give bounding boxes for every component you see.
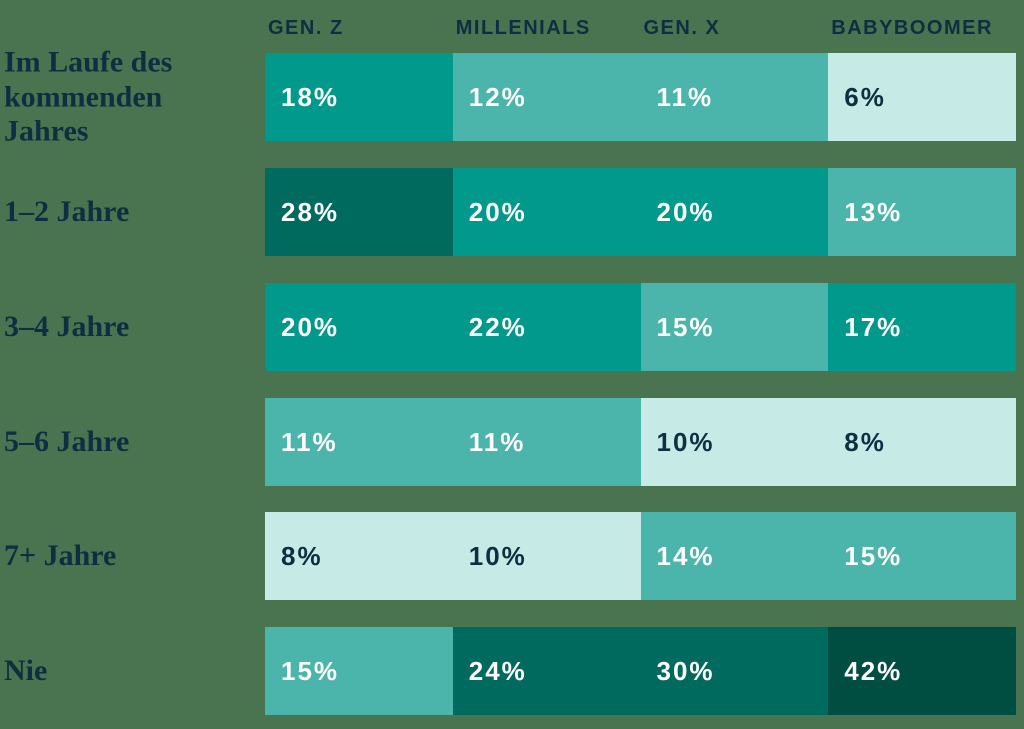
bar-segment: 18% — [265, 53, 453, 141]
bar-segment: 28% — [265, 168, 453, 256]
bar: 11% 11% 10% 8% — [265, 398, 1016, 486]
row-label: Nie — [4, 653, 48, 687]
segment-value: 15% — [844, 540, 903, 571]
column-header-babyboomer: BABYBOOMER — [831, 17, 993, 39]
bar-segment: 11% — [452, 398, 641, 486]
bar-segment: 15% — [640, 283, 829, 371]
column-header-millenials: MILLENIALS — [455, 17, 591, 39]
bar-segment: 24% — [452, 627, 641, 715]
row-label: 3–4 Jahre — [4, 309, 130, 343]
bar: 15% 24% 30% 42% — [265, 627, 1016, 715]
bar-segment: 20% — [452, 168, 641, 256]
segment-value: 8% — [281, 540, 323, 571]
bar-segment: 12% — [452, 53, 641, 141]
segment-value: 12% — [468, 81, 527, 112]
segment-value: 30% — [656, 655, 715, 686]
segment-value: 13% — [844, 196, 903, 227]
segment-value: 22% — [468, 311, 527, 342]
bar-segment: 20% — [265, 283, 453, 371]
segment-value: 18% — [281, 81, 340, 112]
bar-segment: 15% — [828, 512, 1016, 600]
chart-row: 5–6 Jahre 11% 11% 10% 8% — [0, 398, 1024, 486]
bar: 28% 20% 20% 13% — [265, 168, 1016, 256]
segment-value: 6% — [844, 81, 886, 112]
row-label: 5–6 Jahre — [4, 424, 130, 458]
segment-value: 10% — [656, 426, 715, 457]
column-header-gen-z: GEN. Z — [268, 17, 344, 39]
bar-segment: 11% — [265, 398, 453, 486]
segment-value: 42% — [844, 655, 903, 686]
chart-row: Nie 15% 24% 30% 42% — [0, 627, 1024, 715]
bar-segment: 10% — [452, 512, 641, 600]
row-label: 1–2 Jahre — [4, 194, 130, 228]
row-label: Im Laufe des kommenden Jahres — [4, 45, 173, 148]
bar-segment: 6% — [828, 53, 1016, 141]
segment-value: 24% — [468, 655, 527, 686]
column-header-gen-x: GEN. X — [643, 17, 721, 39]
segment-value: 20% — [281, 311, 340, 342]
bar-segment: 14% — [640, 512, 829, 600]
chart-row: Im Laufe des kommenden Jahres 18% 12% 11… — [0, 45, 1024, 147]
row-label: 7+ Jahre — [4, 538, 117, 572]
chart-row: 3–4 Jahre 20% 22% 15% 17% — [0, 283, 1024, 371]
bar: 8% 10% 14% 15% — [265, 512, 1016, 600]
segment-value: 11% — [468, 426, 526, 457]
segment-value: 20% — [468, 196, 527, 227]
segment-value: 17% — [844, 311, 903, 342]
bar-segment: 13% — [828, 168, 1016, 256]
bar: 20% 22% 15% 17% — [265, 283, 1016, 371]
bar-segment: 17% — [828, 283, 1016, 371]
bar-segment: 8% — [265, 512, 453, 600]
bar-segment: 11% — [640, 53, 829, 141]
bar-segment: 20% — [640, 168, 829, 256]
segment-value: 11% — [656, 81, 714, 112]
segment-value: 15% — [656, 311, 715, 342]
segment-value: 10% — [468, 540, 527, 571]
segment-value: 11% — [281, 426, 338, 457]
segment-value: 20% — [656, 196, 715, 227]
bar: 18% 12% 11% 6% — [265, 53, 1016, 141]
chart-row: 1–2 Jahre 28% 20% 20% 13% — [0, 168, 1024, 256]
segment-value: 28% — [281, 196, 340, 227]
segment-value: 15% — [281, 655, 340, 686]
segment-value: 8% — [844, 426, 886, 457]
column-header-row: GEN. Z MILLENIALS GEN. X BABYBOOMER — [265, 17, 1016, 40]
bar-segment: 30% — [640, 627, 829, 715]
bar-segment: 22% — [452, 283, 641, 371]
bar-segment: 8% — [828, 398, 1016, 486]
bar-segment: 42% — [828, 627, 1016, 715]
bar-segment: 15% — [265, 627, 453, 715]
chart-row: 7+ Jahre 8% 10% 14% 15% — [0, 512, 1024, 600]
bar-segment: 10% — [640, 398, 829, 486]
segment-value: 14% — [656, 540, 715, 571]
